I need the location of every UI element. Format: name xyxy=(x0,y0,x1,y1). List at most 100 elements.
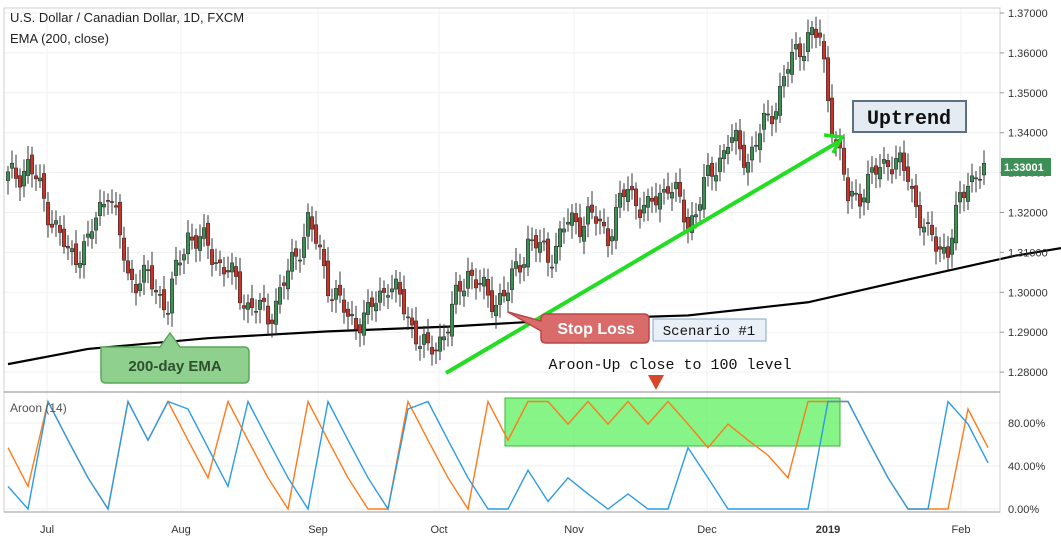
candle-body xyxy=(793,44,798,50)
candle-body xyxy=(765,113,770,116)
candle-body xyxy=(174,259,179,276)
candle-body xyxy=(265,305,270,325)
candle-body xyxy=(285,270,290,290)
candle-body xyxy=(733,130,738,142)
candle-body xyxy=(150,265,155,290)
candle-body xyxy=(214,262,219,264)
candle-body xyxy=(745,162,750,173)
candle-body xyxy=(29,154,34,175)
aroon-tick-label: 0.00% xyxy=(1008,504,1039,516)
candle-body xyxy=(605,228,610,246)
candle-body xyxy=(849,190,854,197)
candle-body xyxy=(297,259,302,262)
candle-body xyxy=(118,202,123,236)
candle-body xyxy=(705,165,710,176)
candle-body xyxy=(517,265,522,273)
candle-body xyxy=(345,308,350,317)
candle-body xyxy=(485,279,490,296)
candle-body xyxy=(969,175,974,182)
candle-body xyxy=(226,270,231,273)
candle-body xyxy=(481,276,486,287)
x-tick-label: Nov xyxy=(564,524,584,536)
candle-body xyxy=(617,192,622,208)
candle-body xyxy=(893,158,898,170)
ema-callout-box xyxy=(100,331,250,384)
candle-body xyxy=(709,162,714,177)
candle-body xyxy=(593,216,598,224)
candle-body xyxy=(553,245,558,264)
candle-body xyxy=(933,236,938,252)
uptrend-box xyxy=(852,100,967,133)
candle-body xyxy=(785,69,790,74)
candle-body xyxy=(261,297,266,302)
candle-body xyxy=(33,175,38,180)
candle-body xyxy=(17,175,22,188)
candle-body xyxy=(309,216,314,230)
candle-body xyxy=(525,238,530,268)
candle-body xyxy=(6,171,11,181)
candle-body xyxy=(645,196,650,208)
candle-body xyxy=(257,299,262,310)
candle-body xyxy=(53,220,58,225)
candle-body xyxy=(138,283,143,291)
candle-body xyxy=(246,302,251,310)
candle-body xyxy=(301,237,306,258)
stop-loss-callout xyxy=(507,311,650,344)
candle-body xyxy=(162,289,167,311)
candle-body xyxy=(158,294,163,296)
candle-body xyxy=(61,228,66,247)
candle-body xyxy=(25,159,30,176)
candle-body xyxy=(41,173,46,199)
candle-body xyxy=(549,266,554,269)
candle-body xyxy=(841,147,846,175)
candle-body xyxy=(769,116,774,125)
candle-body xyxy=(305,212,310,237)
aroon-down-line xyxy=(7,399,989,511)
candle-body xyxy=(701,177,706,210)
candle-body xyxy=(102,203,107,208)
candle-body xyxy=(417,346,422,349)
candle-body xyxy=(821,41,826,60)
candle-body xyxy=(977,178,982,181)
candle-body xyxy=(573,213,578,223)
candle-body xyxy=(601,221,606,227)
candle-body xyxy=(689,215,694,233)
candle-body xyxy=(773,111,778,120)
candle-body xyxy=(577,217,582,237)
candle-body xyxy=(142,264,147,283)
candle-body xyxy=(82,241,87,265)
candle-body xyxy=(146,269,151,271)
candle-body xyxy=(190,236,195,241)
candle-body xyxy=(469,269,474,276)
x-tick-label: Sep xyxy=(308,524,328,536)
scenario-box xyxy=(652,318,767,342)
candle-body xyxy=(561,228,566,233)
candle-body xyxy=(809,27,814,36)
candle-body xyxy=(238,271,243,304)
candle-body xyxy=(341,299,346,313)
candle-body xyxy=(457,281,462,292)
candle-body xyxy=(761,113,766,130)
x-tick-label: Oct xyxy=(430,524,447,536)
candle-body xyxy=(106,200,111,202)
candle-body xyxy=(937,246,942,250)
candle-body xyxy=(134,283,139,294)
candle-body xyxy=(10,162,15,169)
candle-body xyxy=(717,157,722,172)
candle-body xyxy=(885,160,890,168)
candle-body xyxy=(198,236,203,251)
candle-body xyxy=(981,162,986,176)
candle-body xyxy=(409,317,414,326)
uptrend-line xyxy=(444,140,840,375)
candle-body xyxy=(182,254,187,261)
candle-body xyxy=(373,303,378,312)
candle-body xyxy=(829,97,834,136)
y-tick-label: 1.30000 xyxy=(1008,287,1048,299)
candle-body xyxy=(777,86,782,116)
candle-body xyxy=(66,245,71,249)
candle-body xyxy=(673,182,678,190)
candle-body xyxy=(629,186,634,191)
down-arrow-icon xyxy=(648,375,664,390)
